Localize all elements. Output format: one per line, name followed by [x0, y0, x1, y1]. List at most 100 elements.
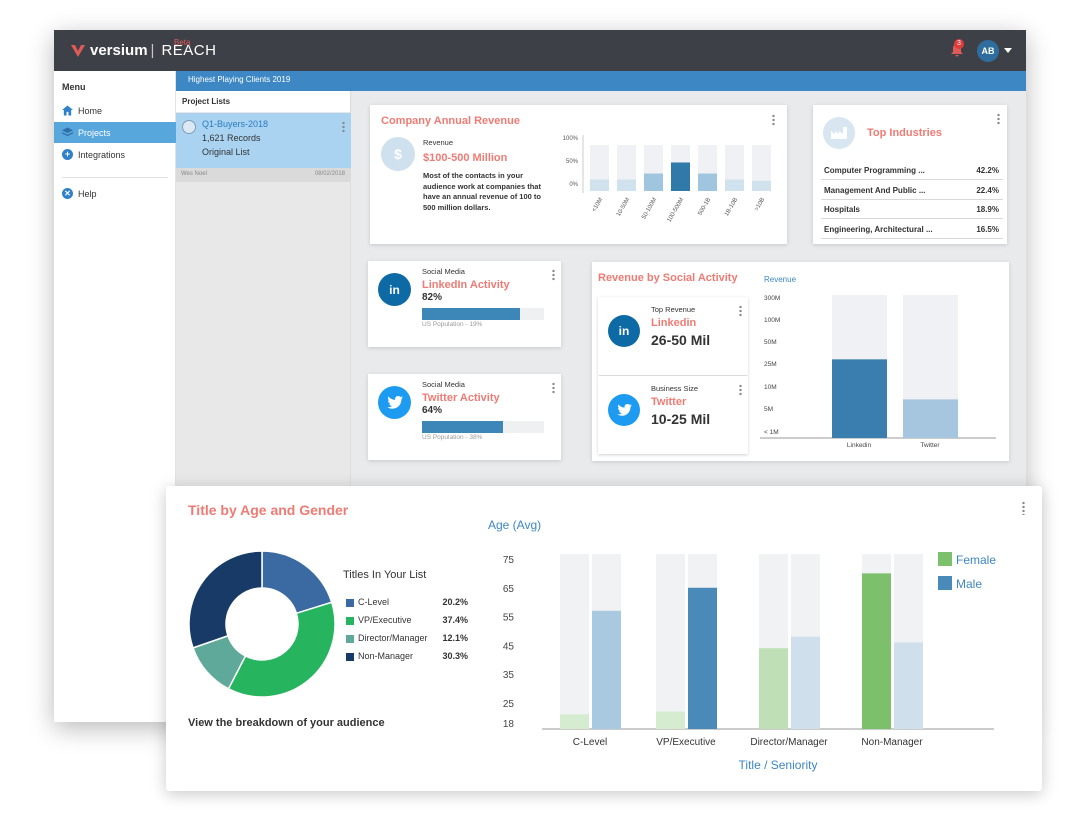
home-icon: [62, 105, 73, 116]
project-records: 1,621 Records: [202, 133, 261, 143]
bar-male: [894, 642, 923, 729]
x-tick-label: Non-Manager: [861, 737, 923, 748]
project-date: 08/02/2018: [314, 171, 345, 177]
beta-badge: Beta: [174, 38, 191, 47]
sidebar-item-projects[interactable]: Projects: [54, 122, 176, 143]
bar-background: [560, 554, 589, 729]
project-name[interactable]: Q1-Buyers-2018: [202, 119, 269, 129]
brand-product: REACH: [161, 42, 217, 59]
population-note: US Population - 38%: [422, 434, 483, 441]
legend-label: Director/Manager: [358, 633, 428, 643]
x-tick-label: 50-100M: [641, 197, 658, 221]
sidebar-item-label: Help: [78, 188, 97, 199]
sidebar-item-home[interactable]: Home: [54, 100, 176, 121]
twitter-icon: [378, 386, 411, 419]
revenue-description: Most of the contacts in your audience wo…: [423, 171, 541, 212]
notification-count: 3: [954, 39, 964, 49]
bar: [698, 173, 717, 191]
dollar-icon: $: [381, 137, 415, 171]
card-title: Twitter Activity: [422, 392, 500, 404]
bar-female: [862, 573, 891, 729]
more-vertical-icon[interactable]: [1022, 501, 1025, 515]
stack-icon: [62, 127, 73, 137]
table-row[interactable]: Management And Public ... 22.4%: [821, 181, 1003, 200]
industry-pct: 22.4%: [976, 185, 999, 195]
bar: [644, 173, 663, 191]
x-tick-label: <10M: [591, 197, 604, 213]
list-icon: [182, 120, 196, 134]
bar-male: [592, 610, 621, 729]
bar-male: [791, 636, 820, 729]
revenue-value: $100-500 Million: [423, 152, 508, 164]
industry-pct: 16.5%: [976, 224, 999, 234]
list-item[interactable]: Q1-Buyers-2018 1,621 Records Original Li…: [176, 113, 351, 168]
brand-name: versium: [90, 42, 148, 59]
progress-fill: [422, 421, 503, 433]
bar: [590, 179, 609, 191]
card-kicker: Social Media: [422, 380, 465, 389]
business-size-tile: Business Size Twitter 10-25 Mil: [598, 376, 748, 454]
population-note: US Population - 19%: [422, 321, 483, 328]
x-tick-label: Linkedin: [847, 442, 872, 449]
more-vertical-icon[interactable]: [552, 269, 555, 281]
project-owner: Wes Noel: [181, 171, 207, 177]
progress-fill: [422, 308, 520, 320]
chevron-down-icon[interactable]: [1004, 48, 1012, 53]
x-tick-label: 1B-10B: [724, 197, 739, 217]
bar: [725, 179, 744, 191]
sidebar: Menu Home Projects + Integrations ✕ Help: [54, 71, 176, 722]
notification-bell[interactable]: 3: [950, 39, 964, 58]
bar-male: [688, 587, 717, 729]
x-tick-label: >10B: [754, 197, 766, 212]
x-axis-title: Title / Seniority: [739, 758, 818, 772]
x-tick-label: 500-1B: [697, 197, 712, 217]
chart-legend: Revenue: [764, 275, 797, 284]
age-gender-card: Title by Age and Gender Titles In Your L…: [166, 486, 1042, 791]
top-industries-card: Top Industries Computer Programming ... 4…: [813, 105, 1007, 244]
legend-label: Female: [956, 553, 996, 567]
x-tick-label: 10-50M: [616, 197, 631, 218]
legend-label: C-Level: [358, 597, 390, 607]
sidebar-item-integrations[interactable]: + Integrations: [54, 144, 176, 165]
more-vertical-icon[interactable]: [739, 384, 742, 396]
x-tick-label: 100-500M: [667, 197, 686, 223]
sidebar-item-help[interactable]: ✕ Help: [54, 183, 176, 204]
age-gender-bar-chart: Age (Avg) 75 65 55 45 35 25 18 C-Level VP/Executi…: [488, 518, 996, 772]
legend-pct: 12.1%: [442, 633, 468, 643]
more-vertical-icon[interactable]: [552, 382, 555, 394]
bar: [671, 162, 690, 191]
table-row[interactable]: Hospitals 18.9%: [821, 200, 1003, 219]
brand-logo[interactable]: versium | REACH Beta: [70, 38, 217, 59]
legend-pct: 30.3%: [442, 651, 468, 661]
progress-track: [422, 421, 544, 433]
y-tick-label: 25M: [764, 361, 777, 368]
legend-item: Director/Manager 12.1%: [346, 633, 468, 645]
revenue-label: Revenue: [423, 138, 454, 147]
app-window: versium | REACH Beta 3 AB Menu Home Proj…: [54, 30, 1026, 722]
donut-slice: [261, 550, 333, 615]
project-meta: Wes Noel 08/02/2018: [176, 168, 351, 182]
legend-label: Male: [956, 577, 982, 591]
legend-label: VP/Executive: [358, 615, 412, 625]
table-row[interactable]: Computer Programming ... 42.2%: [821, 161, 1003, 180]
legend-item: VP/Executive 37.4%: [346, 615, 468, 627]
tile-value: 10-25 Mil: [651, 411, 711, 427]
tile-kicker: Top Revenue: [651, 305, 696, 314]
sidebar-title: Menu: [62, 82, 86, 92]
table-row[interactable]: Engineering, Architectural ... 16.5%: [821, 220, 1003, 239]
linkedin-activity-card: in Social Media LinkedIn Activity 82% US…: [368, 261, 561, 347]
legend-swatch: [346, 599, 354, 607]
industry-name: Computer Programming ...: [824, 166, 925, 175]
donut-slice: [227, 601, 336, 698]
x-tick-label: Director/Manager: [750, 737, 828, 748]
legend-swatch: [346, 653, 354, 661]
avatar[interactable]: AB: [977, 40, 999, 62]
y-axis-title: Age (Avg): [488, 518, 541, 532]
more-vertical-icon[interactable]: [997, 113, 1000, 125]
legend-swatch: [938, 576, 952, 590]
legend-swatch: [938, 552, 952, 566]
more-vertical-icon[interactable]: [342, 121, 345, 133]
bar-female: [656, 711, 685, 729]
more-vertical-icon[interactable]: [772, 114, 775, 126]
more-vertical-icon[interactable]: [739, 305, 742, 317]
